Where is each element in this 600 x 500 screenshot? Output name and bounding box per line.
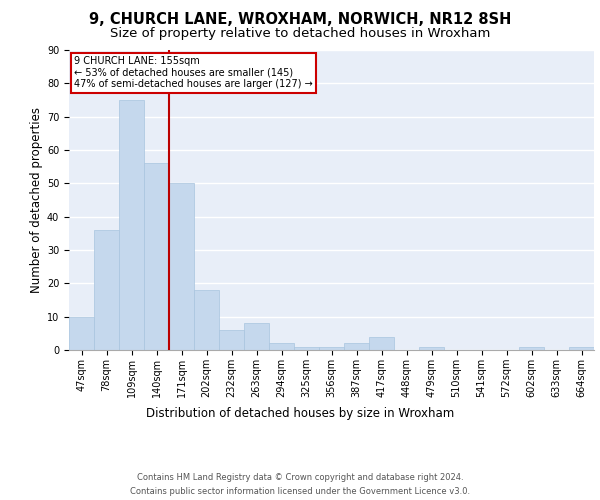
Bar xyxy=(94,230,119,350)
Text: Contains HM Land Registry data © Crown copyright and database right 2024.: Contains HM Land Registry data © Crown c… xyxy=(137,472,463,482)
Bar xyxy=(169,184,194,350)
Bar xyxy=(419,346,444,350)
Bar xyxy=(219,330,244,350)
Bar xyxy=(244,324,269,350)
Bar xyxy=(294,346,319,350)
Y-axis label: Number of detached properties: Number of detached properties xyxy=(30,107,43,293)
Bar xyxy=(69,316,94,350)
Bar xyxy=(369,336,394,350)
Text: 9 CHURCH LANE: 155sqm
← 53% of detached houses are smaller (145)
47% of semi-det: 9 CHURCH LANE: 155sqm ← 53% of detached … xyxy=(74,56,313,89)
Bar xyxy=(119,100,144,350)
Bar xyxy=(569,346,594,350)
Text: 9, CHURCH LANE, WROXHAM, NORWICH, NR12 8SH: 9, CHURCH LANE, WROXHAM, NORWICH, NR12 8… xyxy=(89,12,511,28)
Bar xyxy=(519,346,544,350)
Bar xyxy=(144,164,169,350)
Text: Contains public sector information licensed under the Government Licence v3.0.: Contains public sector information licen… xyxy=(130,488,470,496)
Bar xyxy=(269,344,294,350)
Text: Distribution of detached houses by size in Wroxham: Distribution of detached houses by size … xyxy=(146,408,454,420)
Bar xyxy=(194,290,219,350)
Text: Size of property relative to detached houses in Wroxham: Size of property relative to detached ho… xyxy=(110,28,490,40)
Bar xyxy=(344,344,369,350)
Bar xyxy=(319,346,344,350)
